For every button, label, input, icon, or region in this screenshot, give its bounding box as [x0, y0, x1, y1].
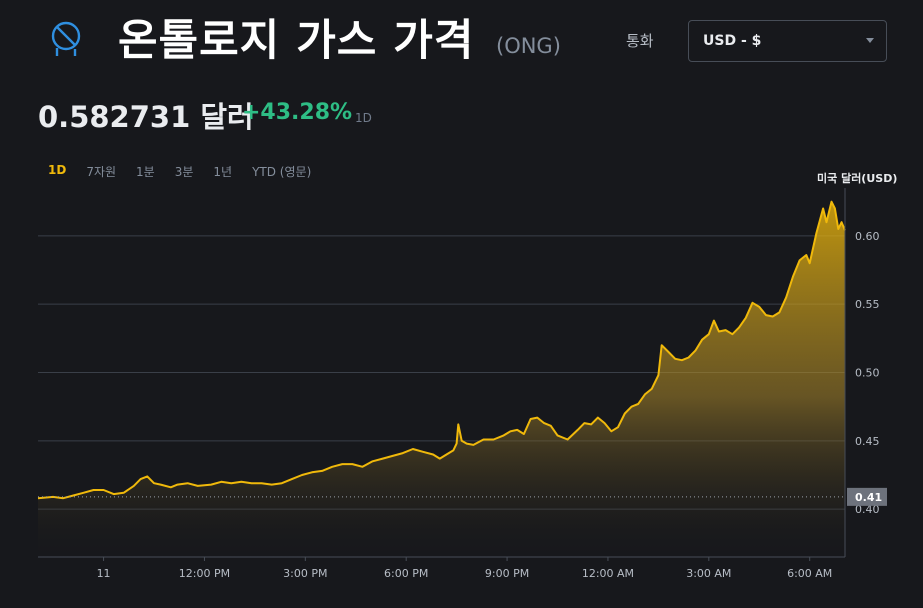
price-change: +43.28% [242, 100, 353, 125]
price-area [38, 201, 845, 557]
currency-label: 통화 [626, 32, 654, 50]
coin-symbol: (ONG) [496, 34, 561, 58]
current-value-label: 0.41 [855, 491, 882, 504]
x-tick-label: 12:00 PM [179, 567, 230, 580]
currency-select-value: USD - $ [703, 33, 762, 49]
x-tick-label: 6:00 PM [384, 567, 428, 580]
page-title: 온톨로지 가스 가격 [118, 16, 475, 66]
ontology-logo-icon [51, 21, 81, 56]
chevron-down-icon [866, 38, 874, 43]
y-axis-title: 미국 달러(USD) [817, 172, 898, 185]
tab-1d[interactable]: 1D [48, 163, 67, 177]
price-line [37, 200, 846, 500]
x-tick-label: 12:00 AM [582, 567, 634, 580]
y-tick-label: 0.45 [855, 435, 880, 448]
currency-select[interactable]: USD - $ [688, 20, 887, 62]
tab-3m[interactable]: 3분 [174, 165, 194, 179]
x-tick-label: 3:00 AM [686, 567, 731, 580]
x-tick-label: 6:00 AM [787, 567, 832, 580]
y-tick-label: 0.60 [855, 230, 880, 243]
tab-1y[interactable]: 1년 [213, 165, 233, 179]
current-price: 0.582731 달러 [38, 100, 254, 134]
timeframe-tabs: 1D 7자원 1분 3분 1년 YTD (영문) [48, 163, 331, 180]
x-tick-label: 11 [97, 567, 111, 580]
x-tick-label: 3:00 PM [283, 567, 327, 580]
current-value-badge [847, 487, 887, 506]
tab-1m[interactable]: 1분 [136, 165, 155, 179]
y-tick-label: 0.55 [855, 298, 880, 311]
tab-ytd[interactable]: YTD (영문) [252, 165, 312, 179]
x-tick-label: 9:00 PM [485, 567, 529, 580]
tab-7d[interactable]: 7자원 [86, 165, 117, 179]
price-period: 1D [355, 111, 372, 125]
y-tick-label: 0.50 [855, 367, 880, 380]
y-tick-label: 0.40 [855, 503, 880, 516]
